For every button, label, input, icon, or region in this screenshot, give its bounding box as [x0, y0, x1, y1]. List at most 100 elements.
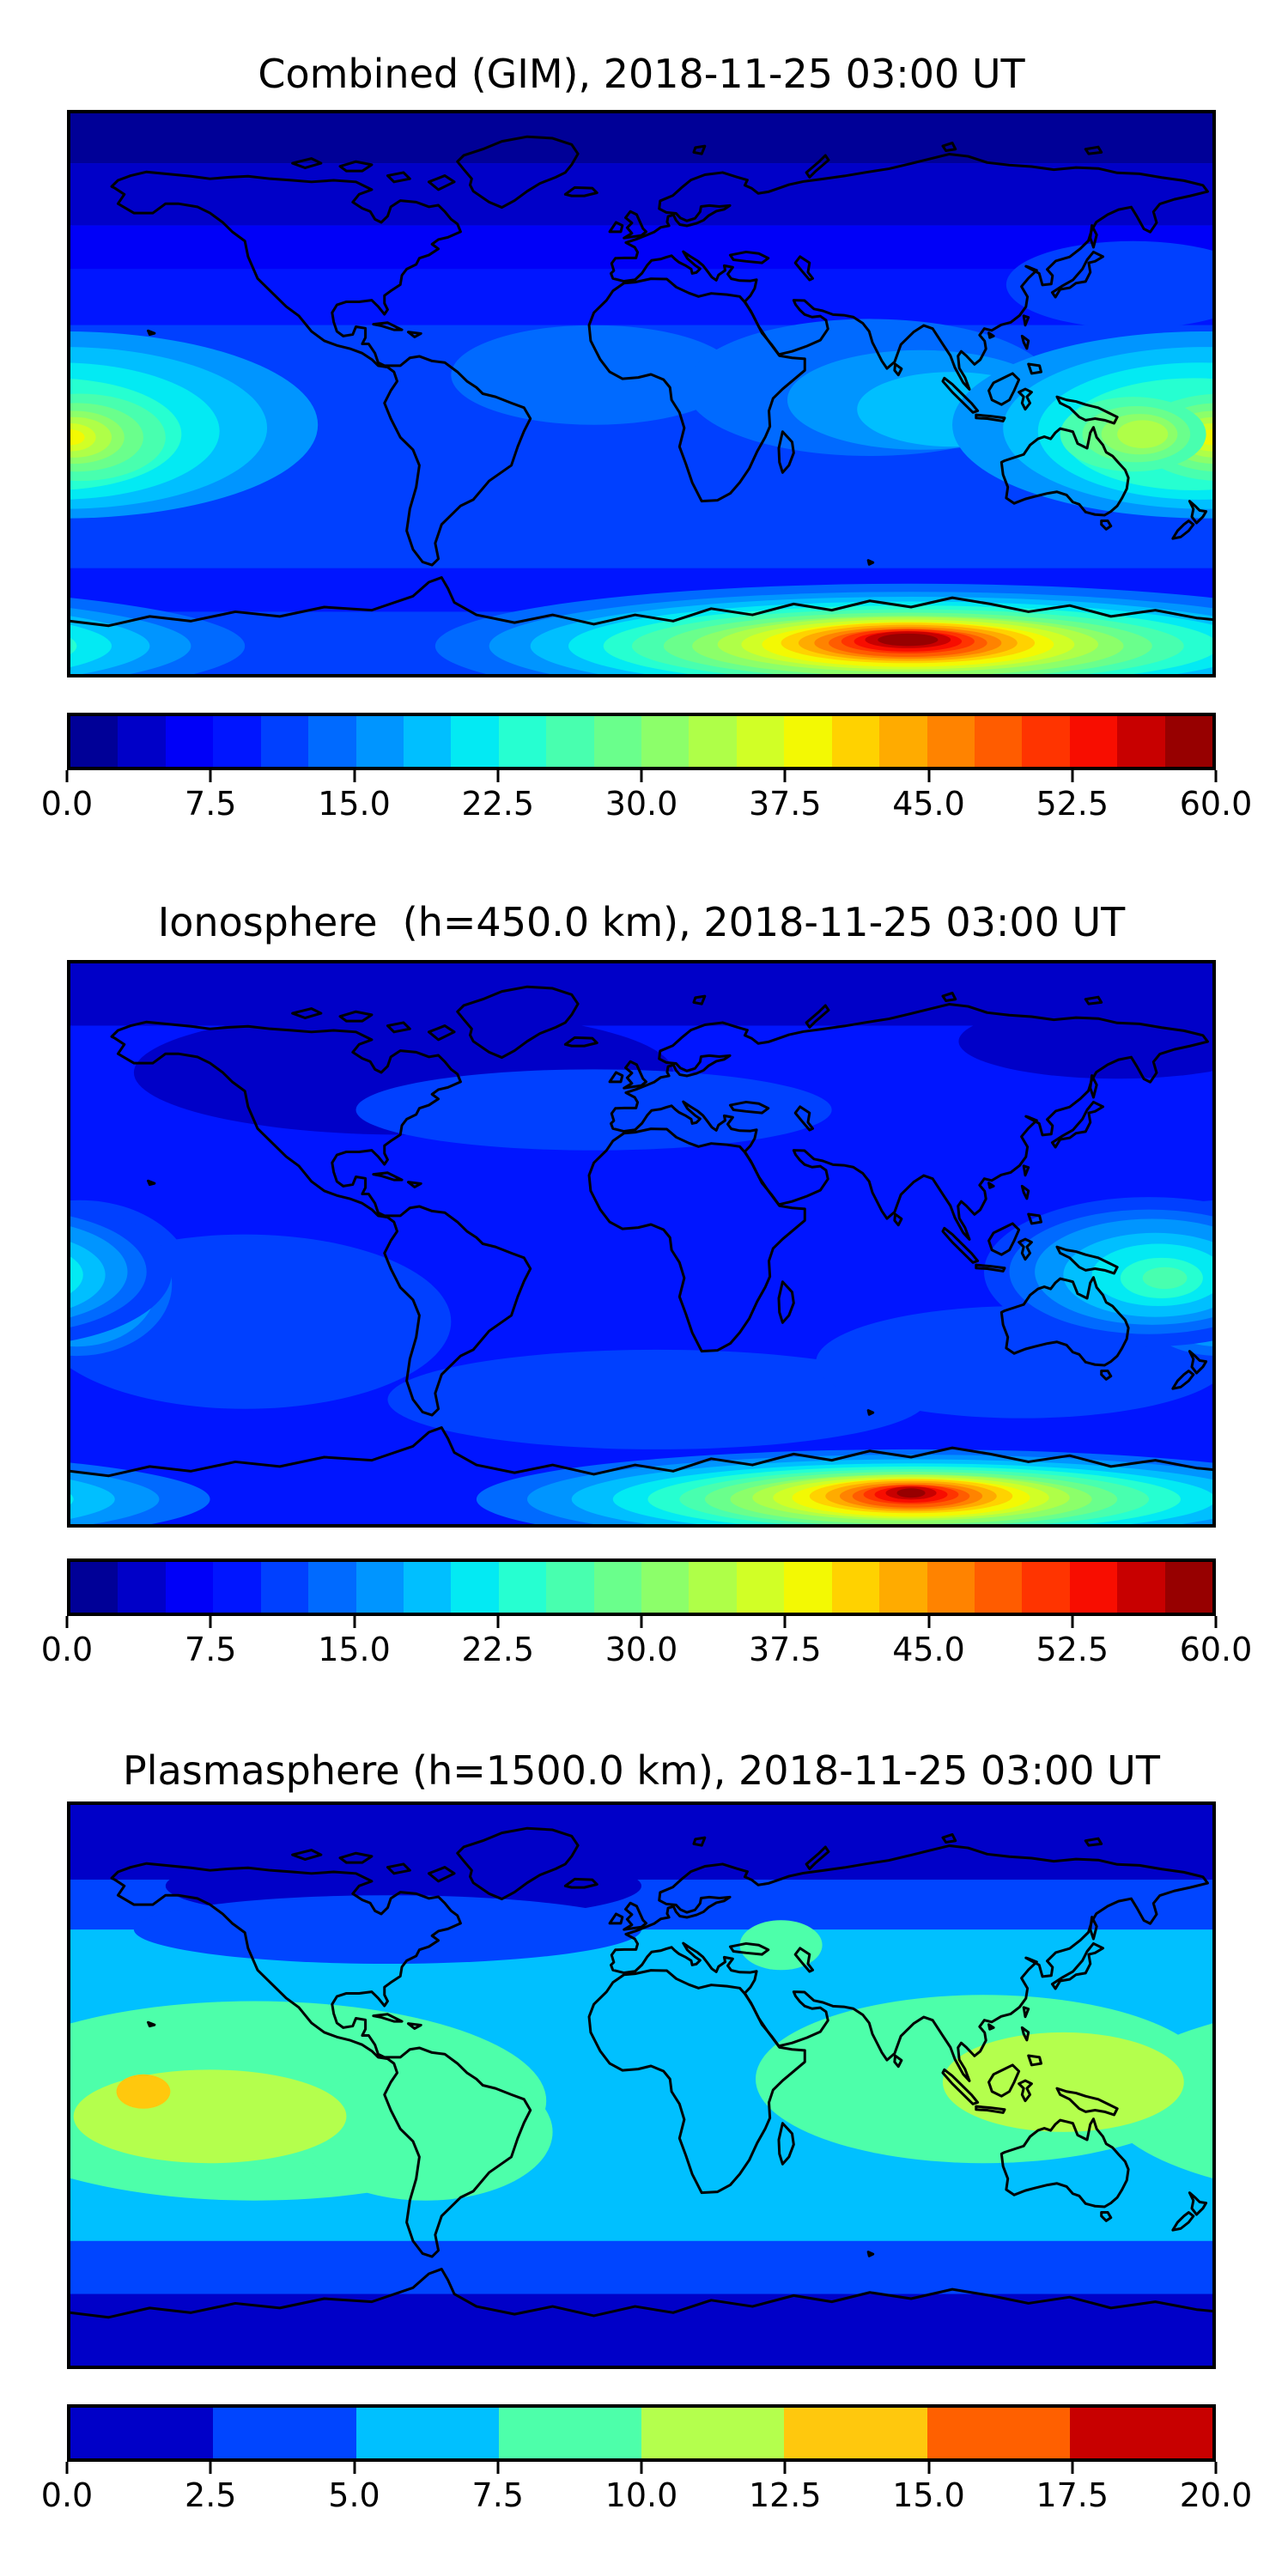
coastline	[293, 159, 321, 168]
coastline	[408, 1182, 421, 1188]
colorbar-labels-plasmasphere: 0.0 2.5 5.0 7.5 10.0 12.5 15.0 17.5 20.0	[41, 2476, 1253, 2518]
colorbar-segment	[546, 716, 594, 767]
colorbar-segment	[975, 1562, 1023, 1613]
coastline	[1057, 1247, 1117, 1273]
contour-map-plasmasphere	[70, 1805, 1212, 2366]
colorbar-segment	[1069, 716, 1118, 767]
colorbar-tick-label: 52.5	[1036, 785, 1109, 823]
colorbar-segment	[1117, 1562, 1165, 1613]
colorbar-segment	[1069, 1562, 1118, 1613]
colorbar-segment	[498, 1562, 547, 1613]
coastline	[1091, 1917, 1097, 1939]
colorbar-tick	[783, 1616, 787, 1628]
coastline	[589, 279, 805, 501]
colorbar-tick	[640, 1616, 643, 1628]
coastline	[943, 1834, 956, 1842]
coastline	[779, 2123, 793, 2165]
colorbar-labels-combined: 0.0 7.5 15.0 22.5 30.0 37.5 45.0 52.5 60.0	[41, 785, 1253, 826]
colorbar-tick	[65, 770, 69, 782]
coastline	[340, 1012, 372, 1021]
colorbar-segment	[1164, 1562, 1213, 1613]
coastline	[1057, 2088, 1117, 2115]
colorbar-tick-label: 12.5	[748, 2476, 822, 2514]
coastline	[458, 987, 578, 1057]
colorbar-ticks-combined	[65, 770, 1218, 783]
coastline	[624, 1061, 647, 1088]
panel-title-ionosphere: Ionosphere (h=450.0 km), 2018-11-25 03:0…	[157, 899, 1126, 945]
coastline	[149, 331, 155, 334]
contour-blob	[70, 1479, 115, 1519]
colorbar-combined	[67, 713, 1216, 770]
colorbar-segment	[355, 716, 404, 767]
coastline	[458, 1828, 578, 1899]
colorbar-segment	[1117, 716, 1165, 767]
coastline	[1091, 226, 1097, 247]
coastline	[806, 155, 829, 177]
contour-blob	[739, 1920, 823, 1971]
colorbar-segment	[451, 716, 499, 767]
colorbar-segment	[689, 1562, 737, 1613]
contour-blob	[299, 2063, 553, 2201]
colorbar-segment	[927, 716, 975, 767]
coastline	[1024, 316, 1029, 325]
colorbar-segment	[308, 716, 356, 767]
coastline	[565, 187, 597, 196]
colorbar-ticks-plasmasphere	[65, 2462, 1218, 2475]
contour-band	[70, 2240, 1212, 2294]
colorbar-labels-ionosphere: 0.0 7.5 15.0 22.5 30.0 37.5 45.0 52.5 60.0	[41, 1631, 1253, 1672]
coastline	[943, 143, 956, 150]
contour-band	[70, 225, 1212, 270]
coastline	[1189, 1352, 1206, 1373]
coastline	[340, 1853, 372, 1862]
coastline	[112, 172, 531, 565]
colorbar-segment	[260, 716, 309, 767]
colorbar-tick	[783, 770, 787, 782]
coastline	[374, 323, 402, 330]
colorbar-tick	[1071, 1616, 1074, 1628]
coastline	[149, 2022, 155, 2026]
contour-blob	[116, 2074, 171, 2109]
coastline	[589, 1129, 805, 1352]
colorbar-segment	[70, 716, 118, 767]
colorbar-tick-label: 60.0	[1179, 1631, 1253, 1668]
coastline	[589, 1971, 805, 2193]
coastline	[1052, 1102, 1103, 1147]
coastline	[943, 2069, 978, 2104]
panel-title-combined: Combined (GIM), 2018-11-25 03:00 UT	[258, 51, 1025, 97]
contour-blob	[958, 1004, 1212, 1079]
colorbar-segment	[498, 716, 547, 767]
contour-blob	[387, 1349, 927, 1449]
contour-blob	[70, 637, 77, 654]
colorbar-segment	[70, 1562, 118, 1613]
coastline	[694, 1838, 705, 1845]
colorbar-segment	[831, 1562, 880, 1613]
coastline	[70, 1428, 1212, 1476]
colorbar-segment	[403, 716, 452, 767]
contour-band	[70, 113, 1212, 164]
coastline	[1052, 252, 1103, 297]
colorbar-tick	[496, 2462, 500, 2474]
colorbar-tick-label: 15.0	[318, 1631, 391, 1668]
coastline	[1029, 1214, 1042, 1224]
world-map-combined	[67, 110, 1216, 677]
colorbar-segment	[451, 1562, 499, 1613]
contour-map-combined	[70, 113, 1212, 674]
coastline	[694, 146, 705, 154]
coastline	[1029, 364, 1042, 374]
colorbar-segment	[165, 1562, 214, 1613]
coastline	[806, 1847, 829, 1868]
contour-blob	[1142, 1267, 1188, 1290]
coastline	[408, 332, 421, 337]
contour-blob	[133, 1895, 641, 1965]
coastline	[611, 1005, 1208, 1240]
colorbar-segment	[213, 716, 261, 767]
coastline	[387, 173, 410, 182]
colorbar-tick	[1214, 2462, 1218, 2474]
colorbar-tick	[927, 770, 930, 782]
coastline	[943, 1228, 978, 1262]
colorbar-tick-label: 7.5	[185, 785, 237, 823]
coastline	[943, 993, 956, 1000]
colorbar-tick-label: 20.0	[1179, 2476, 1253, 2514]
colorbar-tick	[496, 1616, 500, 1628]
colorbar-tick-label: 30.0	[605, 785, 678, 823]
